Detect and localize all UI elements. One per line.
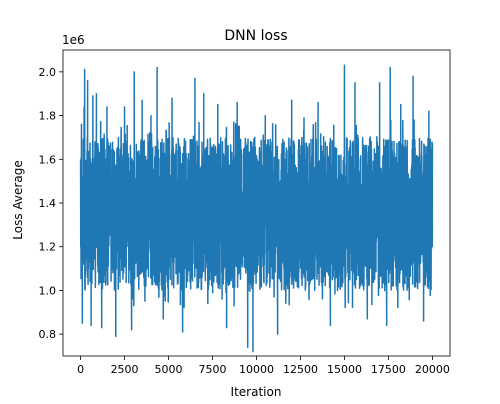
- x-tick-label: 17500: [371, 363, 406, 376]
- y-axis-ticks: 0.8 1.0 1.2 1.4 1.6 1.8 2.0: [39, 66, 63, 341]
- y-tick-label: 1.0: [39, 284, 57, 297]
- y-tick-label: 1.6: [39, 153, 57, 166]
- y-tick-label: 1.8: [39, 110, 57, 123]
- y-tick-label: 2.0: [39, 66, 57, 79]
- x-tick-label: 10000: [239, 363, 274, 376]
- chart-title: DNN loss: [224, 28, 287, 44]
- x-tick-label: 2500: [111, 363, 139, 376]
- series-line-group: [79, 64, 434, 353]
- y-axis-label: Loss Average: [11, 160, 25, 239]
- y-tick-label: 1.4: [39, 197, 57, 210]
- x-tick-label: 12500: [283, 363, 318, 376]
- y-tick-label: 0.8: [39, 328, 57, 341]
- x-tick-label: 5000: [155, 363, 183, 376]
- x-tick-label: 7500: [199, 363, 227, 376]
- loss-series-line: [79, 64, 434, 353]
- y-axis-offset-label: 1e6: [62, 33, 85, 47]
- x-tick-label: 15000: [327, 363, 362, 376]
- x-axis-label: Iteration: [231, 385, 282, 399]
- x-tick-label: 20000: [415, 363, 450, 376]
- y-tick-label: 1.2: [39, 241, 57, 254]
- x-tick-label: 0: [77, 363, 84, 376]
- x-axis-ticks: 0 2500 5000 7500 10000 12500 15000 17500 20000: [77, 356, 450, 376]
